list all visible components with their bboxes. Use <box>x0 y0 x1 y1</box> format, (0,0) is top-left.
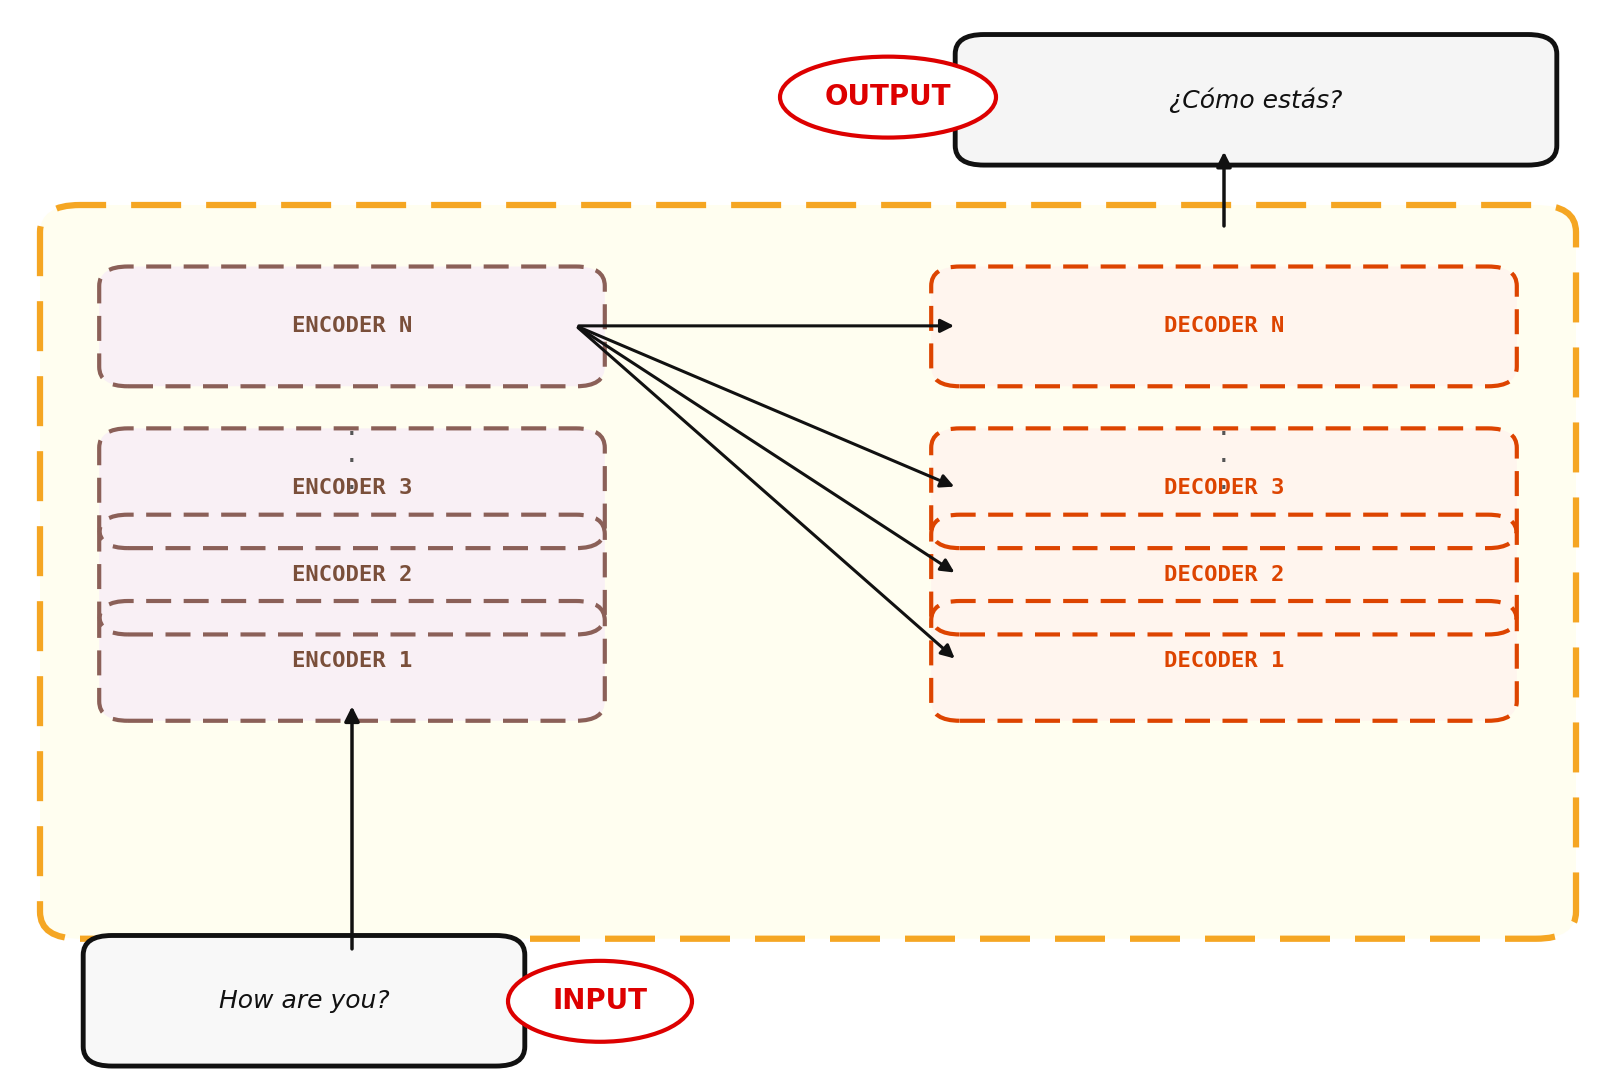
Text: DECODER 3: DECODER 3 <box>1163 478 1285 498</box>
Text: DECODER 2: DECODER 2 <box>1163 564 1285 585</box>
Text: DECODER 1: DECODER 1 <box>1163 651 1285 671</box>
Ellipse shape <box>509 960 691 1042</box>
Text: .: . <box>347 412 357 440</box>
Text: DECODER N: DECODER N <box>1163 316 1285 337</box>
FancyBboxPatch shape <box>931 428 1517 548</box>
Text: ENCODER 2: ENCODER 2 <box>291 564 413 585</box>
Text: .: . <box>347 466 357 494</box>
Text: .: . <box>1219 466 1229 494</box>
FancyBboxPatch shape <box>931 267 1517 386</box>
FancyBboxPatch shape <box>40 205 1576 939</box>
Text: INPUT: INPUT <box>552 987 648 1015</box>
FancyBboxPatch shape <box>931 601 1517 721</box>
Text: ENCODER 1: ENCODER 1 <box>291 651 413 671</box>
Text: How are you?: How are you? <box>219 988 389 1013</box>
FancyBboxPatch shape <box>99 515 605 634</box>
Text: ¿Cómo estás?: ¿Cómo estás? <box>1170 87 1342 112</box>
Text: OUTPUT: OUTPUT <box>824 83 952 111</box>
FancyBboxPatch shape <box>99 267 605 386</box>
FancyBboxPatch shape <box>931 515 1517 634</box>
FancyBboxPatch shape <box>99 428 605 548</box>
Text: ENCODER N: ENCODER N <box>291 316 413 337</box>
FancyBboxPatch shape <box>99 601 605 721</box>
Text: .: . <box>347 439 357 467</box>
FancyBboxPatch shape <box>83 935 525 1066</box>
Text: ENCODER 3: ENCODER 3 <box>291 478 413 498</box>
Text: .: . <box>1219 439 1229 467</box>
Text: .: . <box>1219 412 1229 440</box>
Ellipse shape <box>781 56 995 137</box>
FancyBboxPatch shape <box>955 35 1557 165</box>
